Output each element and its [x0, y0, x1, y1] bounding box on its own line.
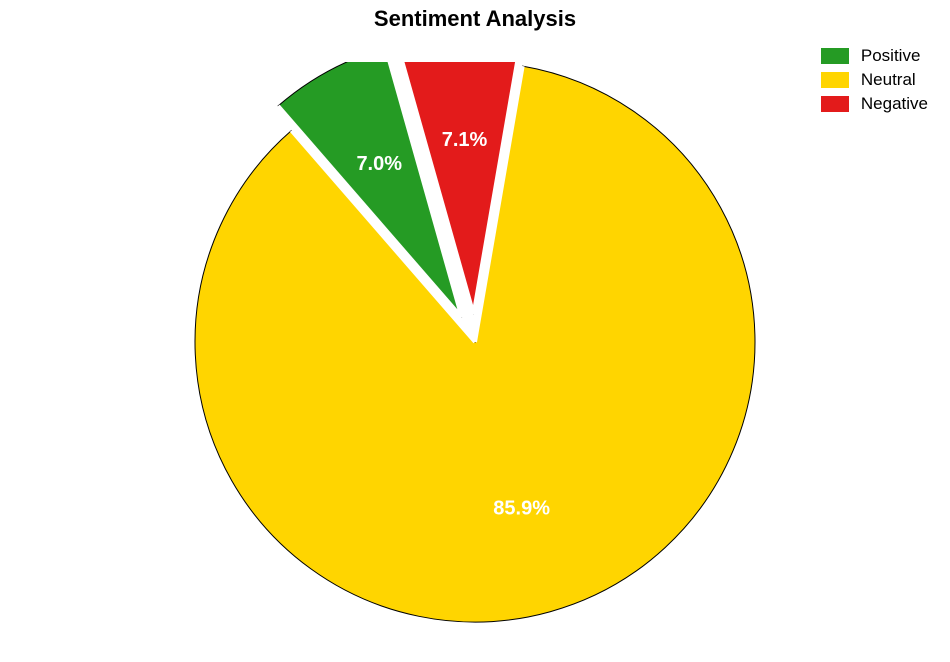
legend-swatch-neutral [821, 72, 849, 88]
legend-label-neutral: Neutral [861, 70, 916, 90]
pie-label-negative: 7.1% [442, 129, 488, 151]
pie-label-neutral: 85.9% [493, 498, 550, 520]
legend-label-positive: Positive [861, 46, 921, 66]
legend: Positive Neutral Negative [821, 46, 928, 118]
legend-label-negative: Negative [861, 94, 928, 114]
legend-item-negative: Negative [821, 94, 928, 114]
legend-swatch-negative [821, 96, 849, 112]
chart-title: Sentiment Analysis [0, 6, 950, 32]
pie-label-positive: 7.0% [356, 153, 402, 175]
legend-item-positive: Positive [821, 46, 928, 66]
legend-swatch-positive [821, 48, 849, 64]
legend-item-neutral: Neutral [821, 70, 928, 90]
pie-chart: 7.1% 7.0% 85.9% [185, 62, 765, 642]
